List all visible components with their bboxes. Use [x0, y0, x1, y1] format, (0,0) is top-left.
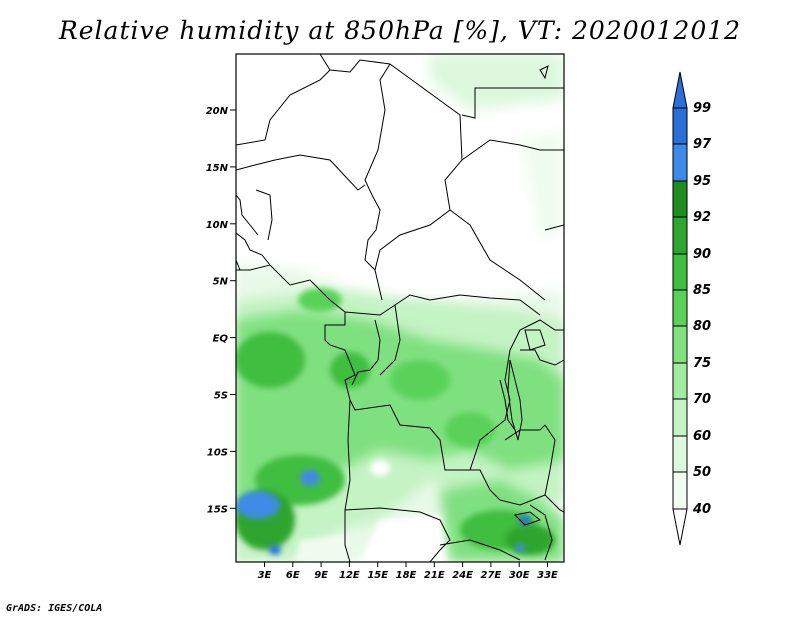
lat-tick-label: 20N [206, 106, 229, 117]
humidity-field [236, 54, 564, 562]
colorbar-label: 50 [693, 465, 711, 480]
lon-tick: 6E [286, 562, 300, 581]
map-frame [235, 53, 565, 563]
lat-tick-label: EQ [213, 334, 229, 345]
longitude-axis: 3E 6E 9E 12E 15E 18E 21E 24E 27E 30E 33E [258, 562, 558, 581]
colorbar-label: 92 [693, 210, 711, 225]
colorbar-box [672, 216, 688, 255]
lon-tick-label: 12E [339, 570, 360, 581]
lat-tick-label: 5N [213, 277, 229, 288]
lat-tick-label: 15S [207, 504, 228, 515]
colorbar-bottom-arrow [672, 508, 688, 546]
colorbar-label: 80 [693, 319, 711, 334]
latitude-axis: 20N 15N 10N 5N EQ 5S 10S 15S [206, 106, 236, 515]
colorbar-label: 99 [693, 101, 711, 116]
lat-tick: 10S [207, 447, 236, 458]
colorbar-box [672, 180, 688, 218]
colorbar-box [672, 435, 688, 473]
lon-tick: 30E [509, 562, 530, 581]
lat-tick: 10N [206, 220, 236, 231]
lat-tick-label: 15N [206, 163, 229, 174]
colorbar-box [672, 289, 688, 327]
lon-tick-label: 9E [314, 570, 328, 581]
colorbar-top-arrow [672, 71, 688, 109]
lon-tick: 27E [481, 562, 502, 581]
lon-tick: 24E [452, 562, 473, 581]
lon-tick-label: 15E [367, 570, 388, 581]
lon-tick: 12E [339, 562, 360, 581]
colorbar-box [672, 253, 688, 291]
colorbar-label: 40 [692, 502, 711, 517]
lon-tick-label: 33E [537, 570, 558, 581]
credit-label: GrADS: IGES/COLA [6, 603, 103, 614]
lon-tick-label: 30E [509, 570, 530, 581]
lat-tick-label: 10N [206, 220, 229, 231]
lat-tick: 15S [207, 504, 236, 515]
lon-tick: 18E [396, 562, 417, 581]
lon-tick-label: 21E [424, 570, 445, 581]
lon-tick: 15E [367, 562, 388, 581]
lon-tick: 9E [314, 562, 328, 581]
lat-tick: 20N [206, 106, 236, 117]
map-title: Relative humidity at 850hPa [%], VT: 202… [58, 16, 742, 45]
lon-tick-label: 6E [286, 570, 300, 581]
colorbar-label: 95 [693, 174, 711, 189]
lon-tick: 33E [537, 562, 558, 581]
lat-tick: 5S [214, 391, 236, 402]
lat-tick-label: 10S [207, 447, 228, 458]
lat-tick: 5N [213, 277, 236, 288]
lat-tick: 15N [206, 163, 236, 174]
colorbar-box [672, 362, 688, 400]
lon-tick-label: 27E [481, 570, 502, 581]
colorbar: 99 97 95 92 90 85 80 75 70 60 50 40 [672, 71, 712, 546]
colorbar-label: 75 [693, 356, 711, 371]
colorbar-label: 85 [693, 283, 711, 298]
colorbar-box [672, 398, 688, 437]
colorbar-label: 60 [693, 429, 711, 444]
lon-tick: 3E [258, 562, 272, 581]
lake-outlines [507, 65, 549, 526]
colorbar-label: 70 [693, 392, 711, 407]
lat-tick: EQ [213, 334, 236, 345]
colorbar-box [672, 325, 688, 364]
colorbar-box [672, 143, 688, 182]
colorbar-box [672, 471, 688, 510]
lat-tick-label: 5S [214, 391, 228, 402]
lon-tick-label: 3E [258, 570, 272, 581]
colorbar-box [672, 107, 688, 145]
colorbar-label: 90 [693, 247, 711, 262]
lon-tick: 21E [424, 562, 445, 581]
colorbar-label: 97 [693, 137, 712, 152]
lon-tick-label: 18E [396, 570, 417, 581]
lon-tick-label: 24E [452, 570, 473, 581]
